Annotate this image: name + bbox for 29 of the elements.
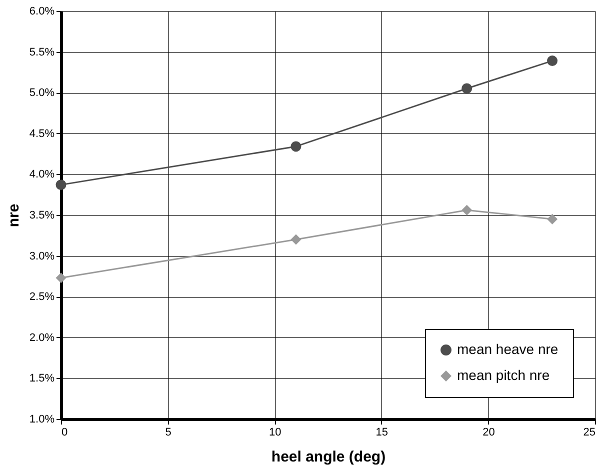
x-tick-label: 25 xyxy=(583,426,596,438)
point xyxy=(290,141,302,152)
point xyxy=(56,180,66,190)
y-tick-label: 1.0% xyxy=(29,414,55,426)
point xyxy=(56,272,66,284)
x-axis-title: heel angle (deg) xyxy=(271,448,386,466)
y-tick-label: 4.0% xyxy=(29,168,55,181)
x-tick-label: 5 xyxy=(165,426,172,438)
x-tick-label: 0 xyxy=(62,426,68,438)
x-tick-label: 10 xyxy=(268,426,282,438)
legend-label: mean pitch nre xyxy=(457,367,550,383)
x-tick-label: 20 xyxy=(482,426,495,438)
y-tick-label: 3.0% xyxy=(29,250,55,262)
y-tick-label: 2.0% xyxy=(29,332,55,344)
x-tick-label: 15 xyxy=(376,426,388,438)
point xyxy=(547,56,558,66)
y-tick-label: 1.5% xyxy=(29,372,55,385)
y-tick-label: 2.5% xyxy=(29,291,55,304)
y-tick-label: 5.0% xyxy=(29,87,55,100)
point xyxy=(462,204,472,216)
point xyxy=(290,234,302,245)
y-tick-label: 6.0% xyxy=(29,6,55,18)
y-tick-label: 4.5% xyxy=(29,128,55,140)
legend-label: mean heave nre xyxy=(457,341,558,357)
point xyxy=(547,214,558,224)
y-axis-title: nre xyxy=(5,204,22,228)
y-tick-label: 3.5% xyxy=(29,210,55,222)
y-tick-label: 5.5% xyxy=(29,46,55,58)
point xyxy=(462,83,472,94)
